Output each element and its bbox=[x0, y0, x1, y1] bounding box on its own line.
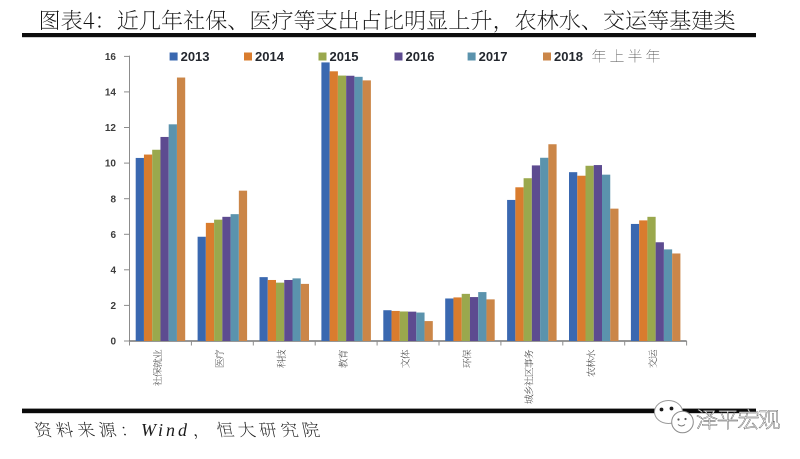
svg-text:8: 8 bbox=[110, 194, 116, 205]
svg-text:2018: 2018 bbox=[554, 49, 583, 64]
svg-text:12: 12 bbox=[105, 123, 117, 134]
svg-text:2017: 2017 bbox=[479, 49, 508, 64]
svg-text:6: 6 bbox=[110, 230, 116, 241]
svg-text:2016: 2016 bbox=[406, 49, 435, 64]
svg-text:0: 0 bbox=[110, 337, 116, 348]
svg-text:2014: 2014 bbox=[255, 49, 285, 64]
svg-text:2: 2 bbox=[110, 301, 116, 312]
svg-text:14: 14 bbox=[105, 88, 117, 99]
svg-text:2013: 2013 bbox=[181, 49, 210, 64]
svg-text:4: 4 bbox=[110, 265, 116, 276]
svg-text:Wind: Wind bbox=[141, 420, 190, 440]
svg-text:2015: 2015 bbox=[330, 49, 359, 64]
svg-text:16: 16 bbox=[105, 52, 117, 63]
svg-text:10: 10 bbox=[105, 159, 117, 170]
